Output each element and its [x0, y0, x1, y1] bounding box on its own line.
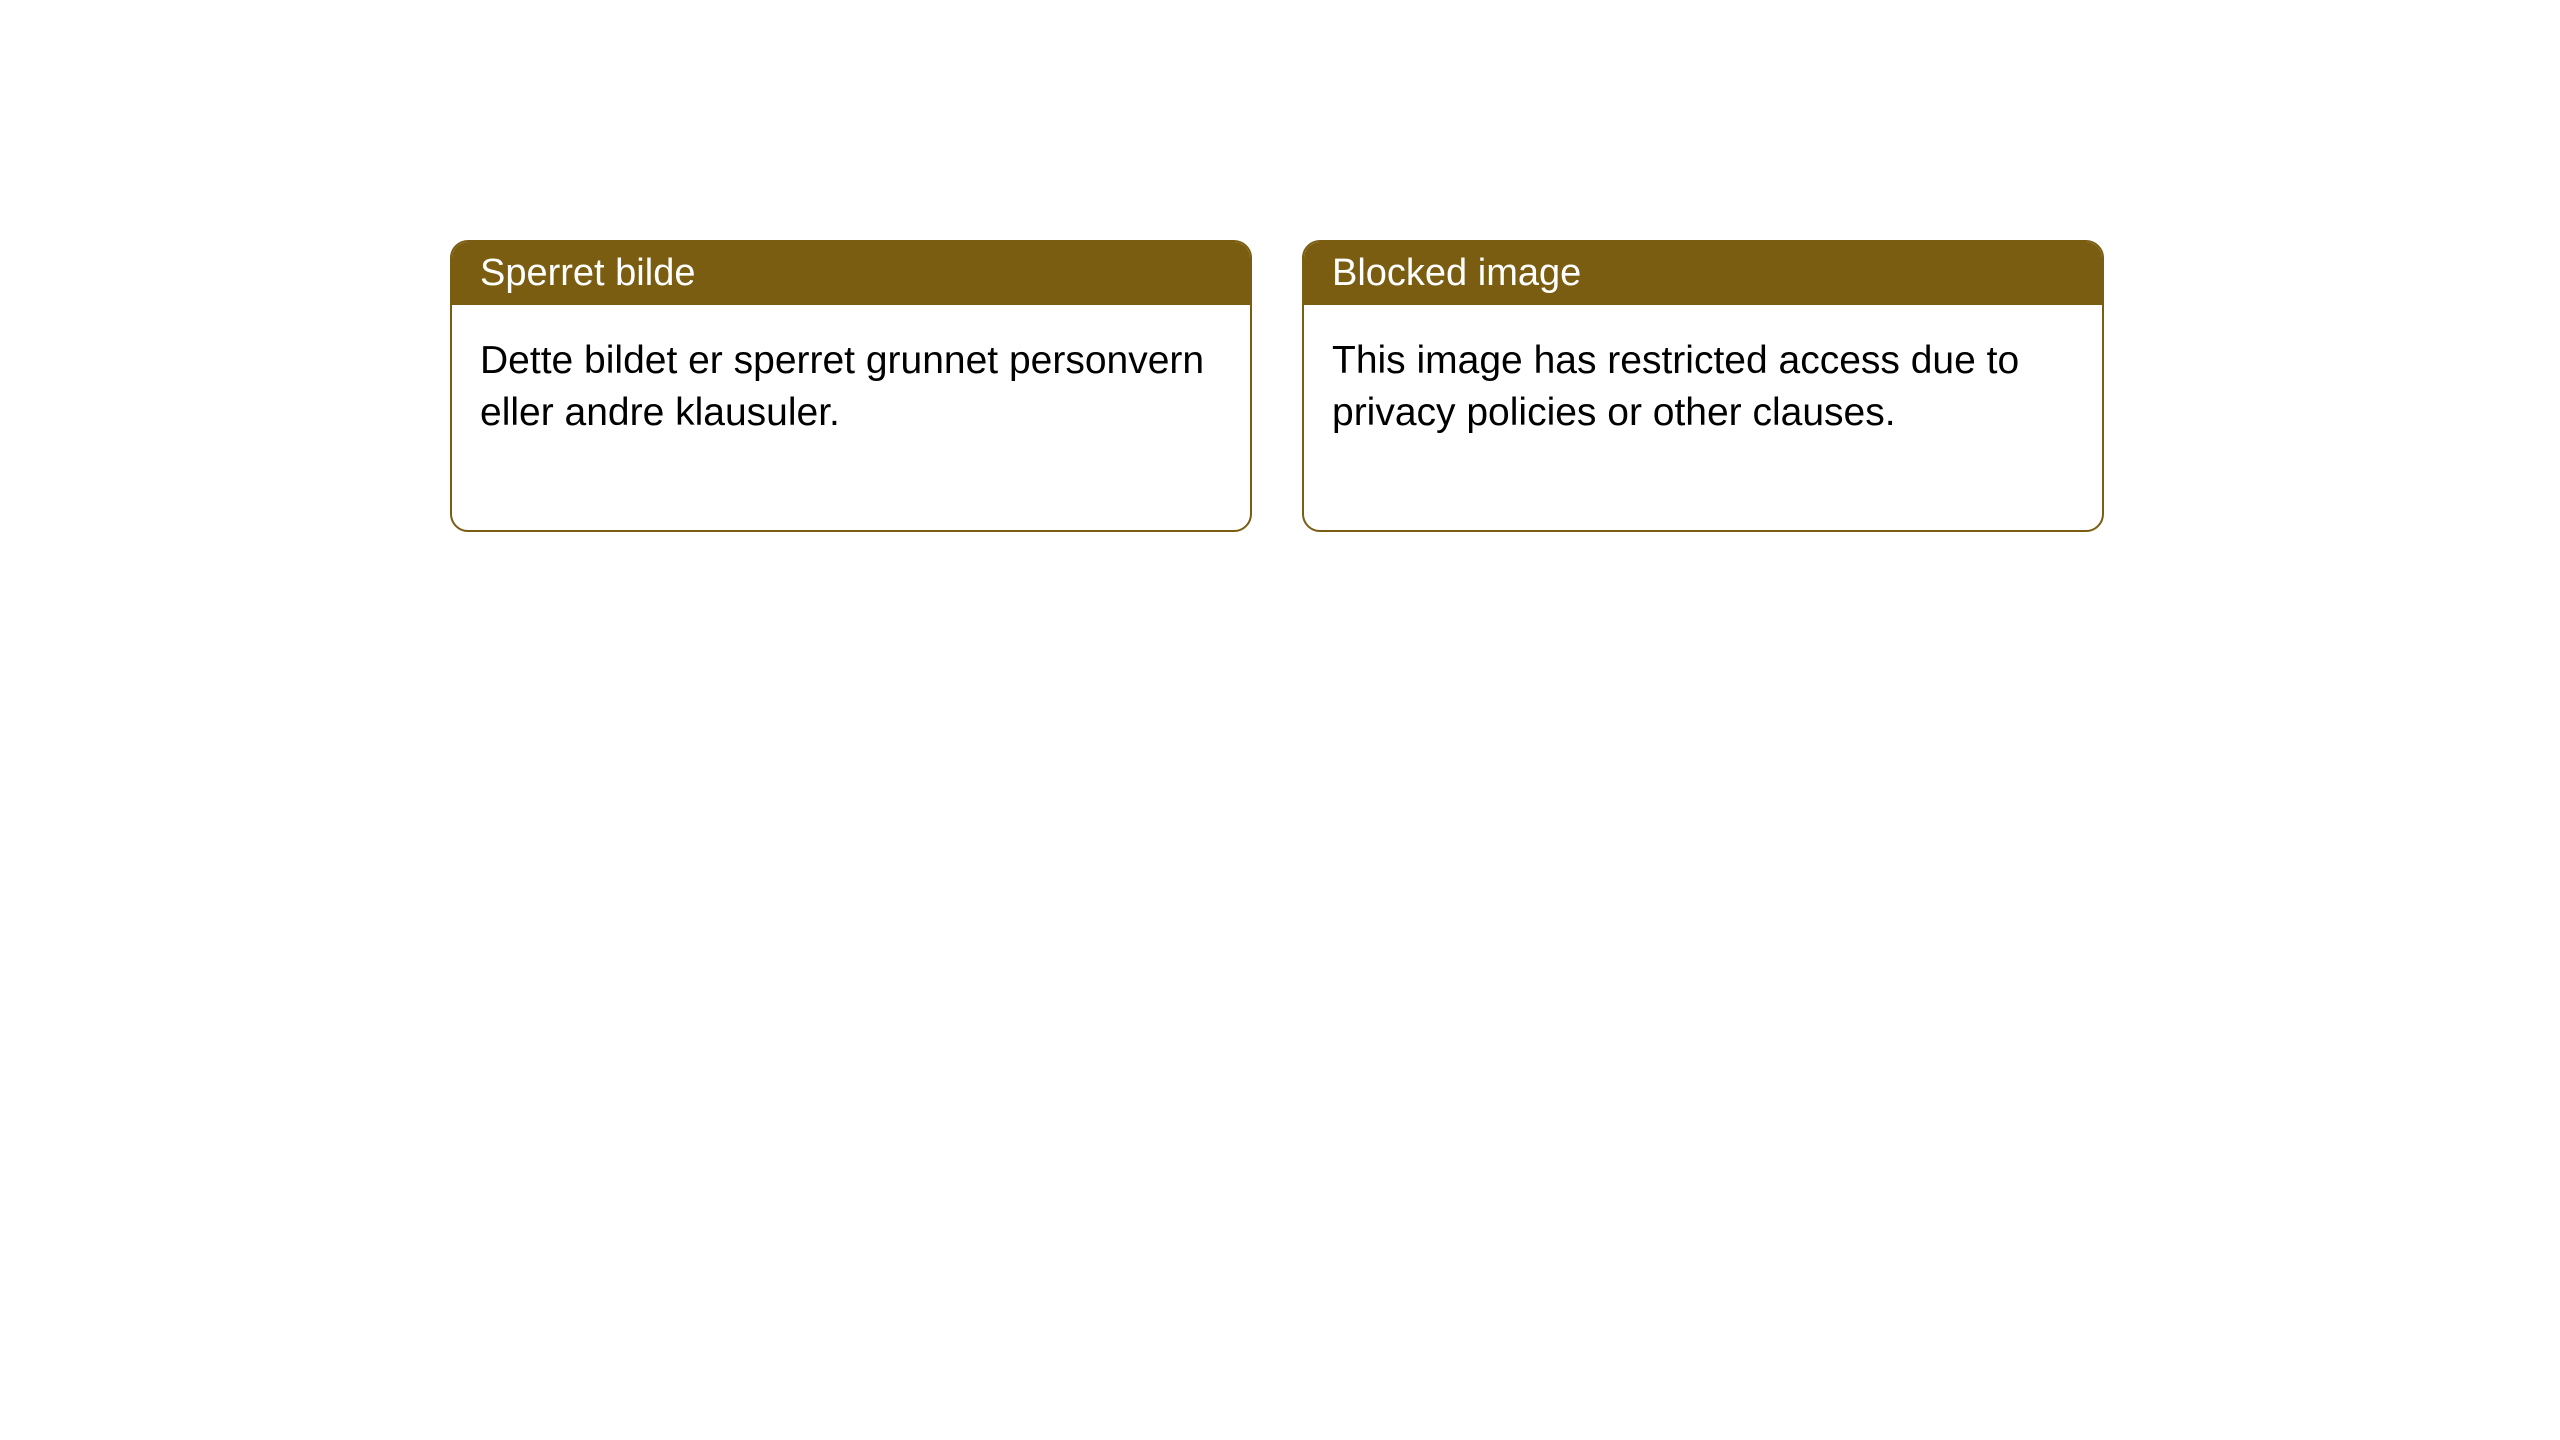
notice-box-norwegian: Sperret bilde Dette bildet er sperret gr… — [450, 240, 1252, 532]
notice-container: Sperret bilde Dette bildet er sperret gr… — [450, 240, 2104, 532]
notice-header-english: Blocked image — [1304, 242, 2102, 305]
notice-header-norwegian: Sperret bilde — [452, 242, 1250, 305]
notice-body-english: This image has restricted access due to … — [1304, 305, 2102, 530]
notice-body-norwegian: Dette bildet er sperret grunnet personve… — [452, 305, 1250, 530]
notice-box-english: Blocked image This image has restricted … — [1302, 240, 2104, 532]
